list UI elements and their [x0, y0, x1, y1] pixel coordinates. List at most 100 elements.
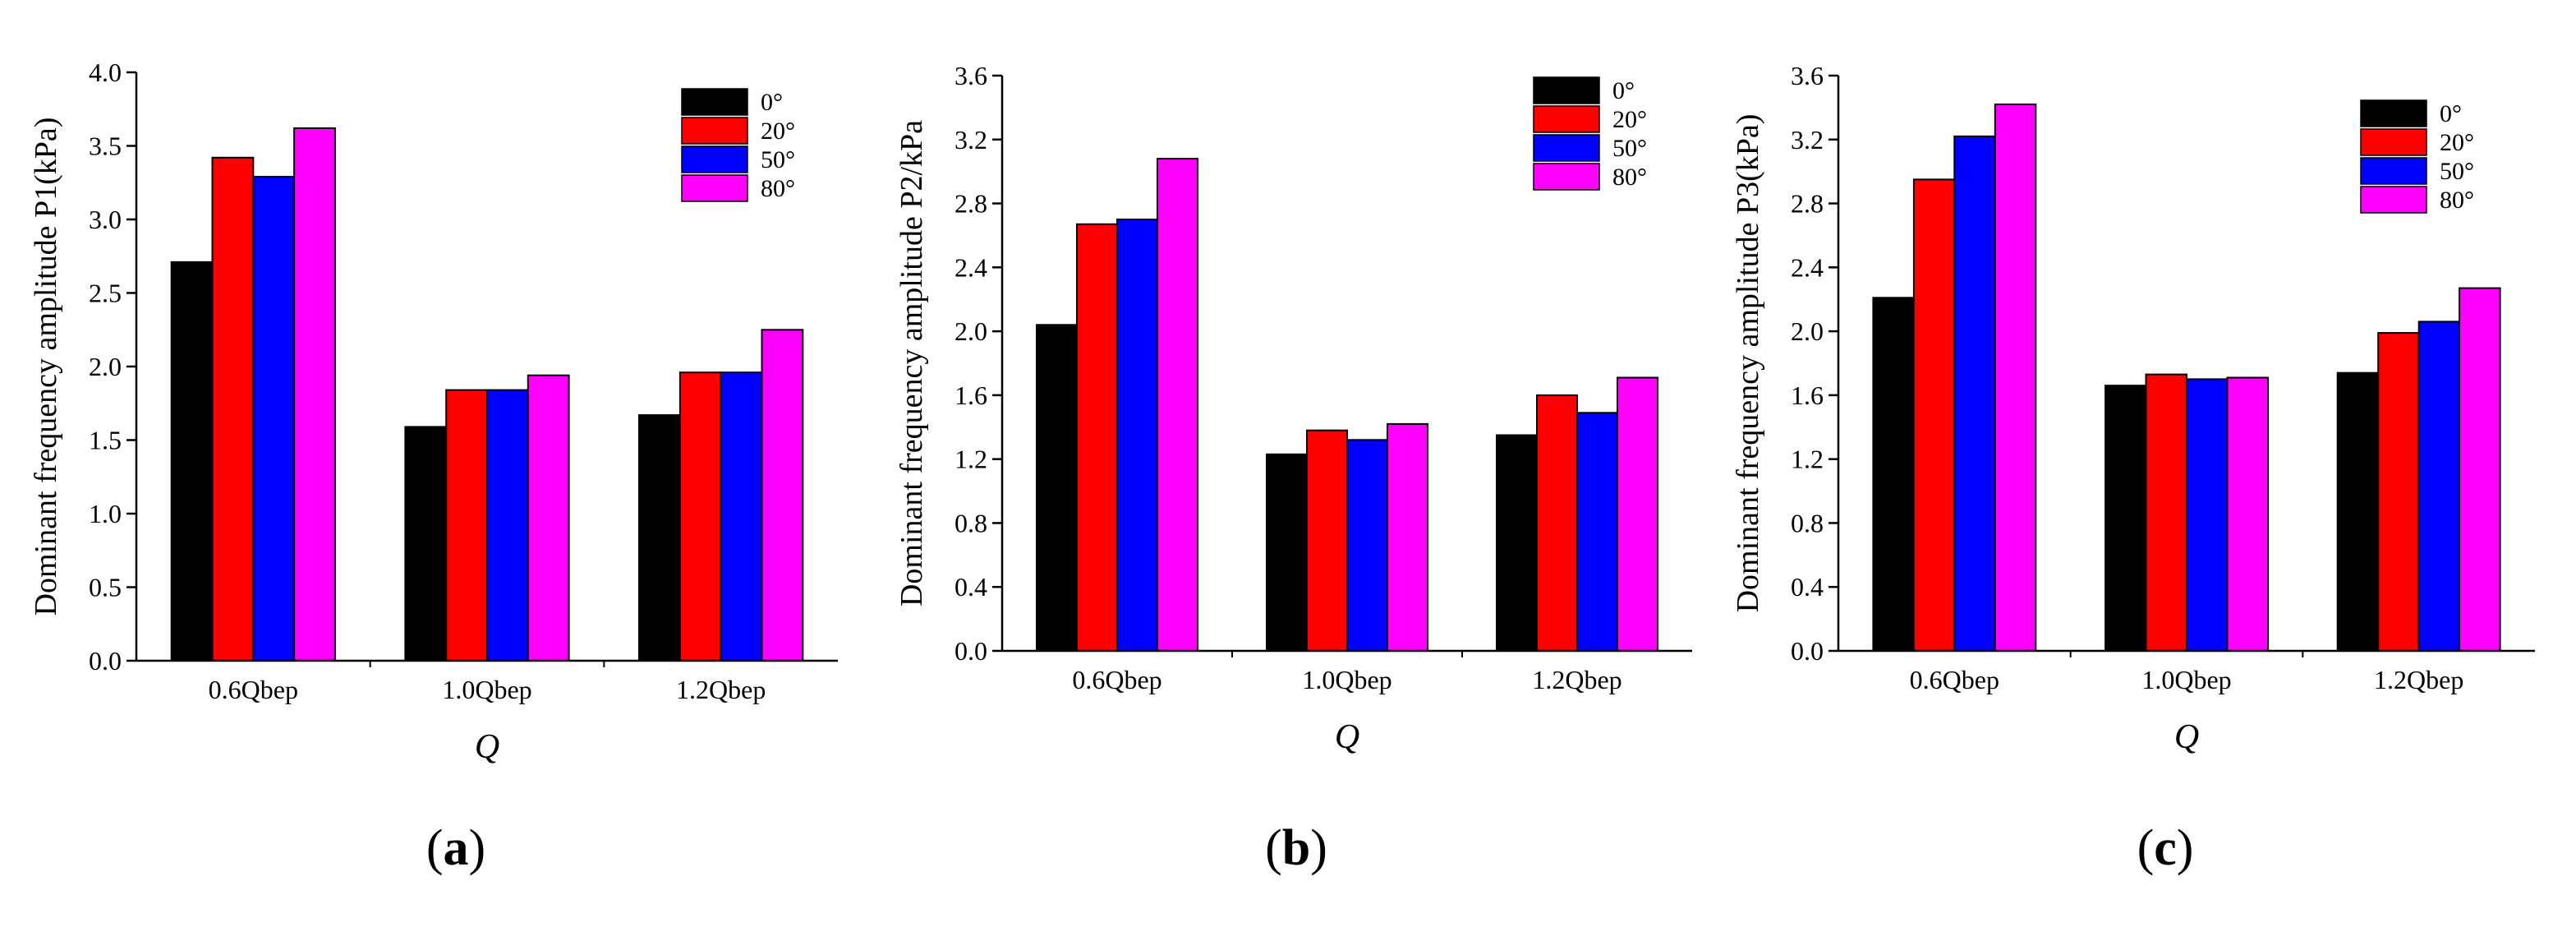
y-tick-label: 3.6 [954, 61, 987, 90]
y-tick-label: 3.0 [89, 205, 122, 234]
legend-label: 50° [2440, 158, 2474, 185]
x-tick-label: 1.2Qbep [2374, 665, 2463, 694]
chart-panel-b: 0.0 0.4 0.8 1.2 1.6 2.0 2.4 2.8 3.2 3.6 0.6Qbep 1.0… [895, 61, 1692, 876]
y-tick-label: 2.0 [1791, 316, 1824, 346]
legend-swatch-80° [681, 174, 748, 202]
legend-label: 80° [761, 175, 795, 202]
legend-label: 20° [761, 118, 795, 145]
bar-b-1.0Qbep-50° [1346, 439, 1388, 652]
bar-c-1.2Qbep-80° [2459, 287, 2501, 652]
y-tick-label: 1.0 [89, 499, 122, 528]
legend-label: 50° [761, 146, 795, 173]
x-axis-label: Q [2174, 718, 2199, 756]
bar-a-0.6Qbep-0° [170, 261, 214, 662]
legend-label: 0° [761, 89, 783, 116]
y-tick-label: 2.4 [954, 252, 987, 282]
legend-swatch-80° [2360, 186, 2427, 214]
legend-swatch-80° [1533, 163, 1600, 191]
y-tick-label: 3.2 [1791, 125, 1824, 154]
panel-label: (b) [1265, 820, 1327, 876]
y-tick-label: 3.5 [89, 131, 122, 161]
bar-b-1.0Qbep-80° [1387, 422, 1428, 653]
bar-a-1.0Qbep-20° [445, 389, 489, 662]
bar-a-1.0Qbep-80° [527, 374, 570, 662]
bar-a-0.6Qbep-50° [252, 176, 296, 662]
bar-b-1.0Qbep-0° [1266, 453, 1308, 652]
legend-swatch-0° [2360, 99, 2427, 127]
x-axis-label: Q [1335, 718, 1359, 756]
bar-a-1.2Qbep-20° [678, 371, 722, 662]
bar-b-1.2Qbep-20° [1536, 394, 1578, 652]
bar-c-1.2Qbep-50° [2417, 321, 2461, 652]
legend: 0°20°50°80° [1533, 76, 1647, 191]
legend-label: 80° [1612, 164, 1647, 191]
x-tick-label: 1.2Qbep [676, 675, 766, 704]
legend-swatch-50° [1533, 134, 1600, 162]
y-tick-label: 0.4 [954, 572, 987, 602]
bar-a-1.2Qbep-0° [638, 414, 681, 662]
legend-label: 20° [1612, 106, 1647, 133]
x-tick-label: 0.6Qbep [1072, 665, 1162, 694]
y-tick-label: 2.8 [1791, 189, 1824, 219]
bar-b-0.6Qbep-80° [1157, 158, 1198, 653]
bar-a-0.6Qbep-20° [211, 156, 255, 662]
y-tick-label: 0.0 [954, 636, 987, 666]
y-axis-label: Dominant frequency amplitude P2/kPa [895, 120, 929, 606]
y-tick-label: 1.2 [954, 445, 987, 474]
legend-swatch-0° [681, 88, 748, 116]
x-tick-label: 1.2Qbep [1532, 665, 1622, 694]
y-tick-label: 0.4 [1791, 572, 1824, 602]
panel-label: (c) [2137, 820, 2194, 876]
bar-a-1.0Qbep-0° [404, 426, 448, 662]
y-tick-label: 1.2 [1791, 445, 1824, 474]
x-tick-label: 1.0Qbep [2141, 665, 2231, 694]
legend: 0°20°50°80° [2360, 99, 2474, 214]
legend-swatch-20° [2360, 128, 2427, 156]
bar-a-1.0Qbep-50° [486, 389, 529, 662]
y-tick-label: 2.4 [1791, 252, 1824, 282]
y-axis-label: Dominant frequency amplitude P3(kPa) [1731, 114, 1765, 613]
legend-swatch-20° [1533, 105, 1600, 133]
bar-c-0.6Qbep-20° [1912, 178, 1956, 652]
bar-c-0.6Qbep-80° [1994, 104, 2037, 652]
legend-label: 80° [2440, 187, 2474, 214]
x-axis-label: Q [475, 728, 499, 766]
y-tick-label: 2.0 [954, 316, 987, 346]
bar-c-1.2Qbep-20° [2377, 332, 2420, 652]
y-axis-label: Dominant frequency amplitude P1(kPa) [29, 118, 63, 616]
bar-c-1.2Qbep-0° [2336, 371, 2380, 652]
bar-b-0.6Qbep-50° [1116, 219, 1158, 652]
y-tick-label: 2.0 [89, 352, 122, 381]
legend-swatch-20° [681, 117, 748, 145]
legend-label: 20° [2440, 129, 2474, 156]
x-tick-label: 0.6Qbep [1910, 665, 1999, 694]
bar-a-1.2Qbep-50° [720, 371, 763, 662]
bar-a-0.6Qbep-80° [293, 127, 336, 662]
legend-label: 0° [1612, 77, 1635, 104]
y-tick-label: 1.5 [89, 426, 122, 455]
y-tick-label: 0.8 [1791, 508, 1824, 537]
y-tick-label: 1.6 [954, 380, 987, 410]
y-tick-label: 3.2 [954, 125, 987, 154]
bar-b-0.6Qbep-20° [1076, 223, 1118, 652]
bar-b-1.2Qbep-50° [1576, 412, 1618, 652]
y-tick-label: 1.6 [1791, 380, 1824, 410]
x-tick-label: 1.0Qbep [442, 675, 531, 704]
y-tick-label: 2.8 [954, 189, 987, 219]
y-tick-label: 3.6 [1791, 61, 1824, 90]
legend-swatch-50° [681, 145, 748, 173]
bar-b-1.2Qbep-0° [1496, 434, 1538, 652]
y-tick-label: 0.0 [1791, 636, 1824, 666]
bar-c-1.0Qbep-50° [2186, 378, 2229, 652]
chart-panel-a: 0.0 0.5 1.0 1.5 2.0 2.5 3.0 3.5 4.0 0.6Qbep 1.0Qbe… [29, 58, 838, 876]
bar-a-1.2Qbep-80° [761, 329, 804, 662]
bar-c-1.0Qbep-0° [2104, 385, 2147, 652]
panel-label: (a) [426, 820, 485, 876]
bar-b-0.6Qbep-0° [1036, 324, 1078, 652]
legend-swatch-50° [2360, 157, 2427, 185]
y-tick-label: 0.8 [954, 508, 987, 537]
y-tick-label: 4.0 [89, 58, 122, 87]
bar-b-1.0Qbep-20° [1306, 429, 1348, 652]
legend-swatch-0° [1533, 76, 1600, 104]
